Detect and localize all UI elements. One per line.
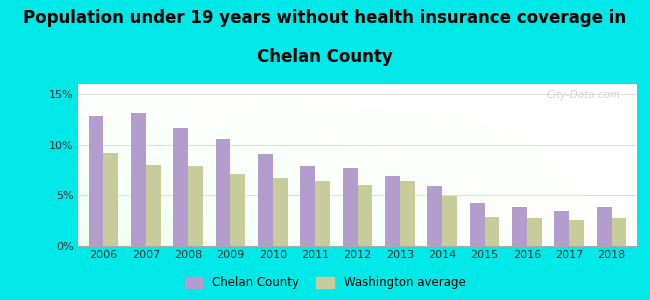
Bar — [131, 113, 146, 246]
Bar — [315, 181, 330, 246]
Text: Chelan County: Chelan County — [257, 48, 393, 66]
Bar — [258, 154, 273, 246]
Bar — [569, 220, 584, 246]
Bar — [385, 176, 400, 246]
Bar — [554, 211, 569, 246]
Bar — [231, 174, 245, 246]
Bar — [612, 218, 627, 246]
Bar — [174, 128, 188, 246]
Bar — [216, 139, 231, 246]
Bar — [146, 165, 161, 246]
Bar — [527, 218, 541, 246]
Bar — [512, 206, 527, 246]
Bar — [188, 166, 203, 246]
Bar — [400, 181, 415, 246]
Bar — [470, 203, 484, 246]
Text: City-Data.com: City-Data.com — [546, 91, 620, 100]
Text: Population under 19 years without health insurance coverage in: Population under 19 years without health… — [23, 9, 627, 27]
Bar — [597, 206, 612, 246]
Bar — [88, 116, 103, 246]
Bar — [273, 178, 287, 246]
Legend: Chelan County, Washington average: Chelan County, Washington average — [180, 272, 470, 294]
Bar — [484, 217, 499, 246]
Bar — [442, 196, 457, 246]
Bar — [300, 166, 315, 246]
Bar — [343, 168, 358, 246]
Bar — [428, 186, 442, 246]
Bar — [358, 185, 372, 246]
Bar — [103, 153, 118, 246]
